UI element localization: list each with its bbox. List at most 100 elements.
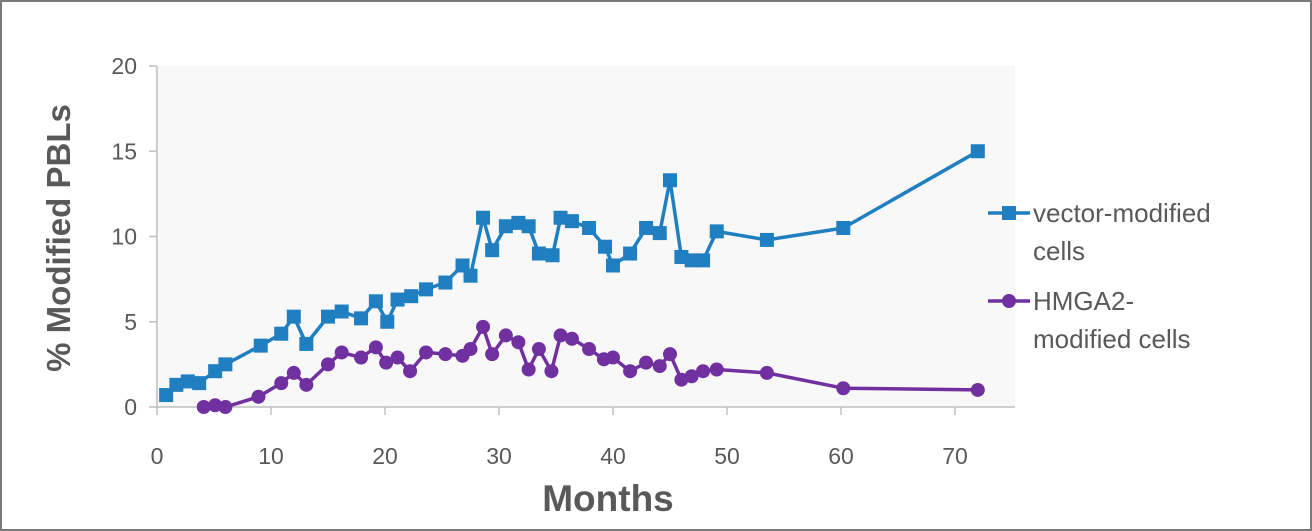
legend-entry: vector-modified cells: [988, 198, 1211, 266]
data-point: [639, 220, 654, 235]
plot-area: [155, 66, 1015, 407]
data-point: [354, 350, 369, 365]
data-point: [380, 314, 395, 329]
data-point: [251, 389, 266, 404]
y-tick-label: 10: [111, 224, 137, 250]
data-point: [663, 347, 677, 362]
data-point: [299, 377, 314, 392]
data-point: [553, 328, 568, 343]
data-point: [404, 289, 419, 304]
data-point: [970, 144, 985, 159]
data-point: [521, 362, 536, 377]
data-point: [169, 377, 184, 392]
data-point: [463, 268, 478, 283]
data-point: [582, 220, 597, 235]
y-axis-ticks: 0 5 10 15 20: [111, 53, 157, 420]
data-point: [606, 258, 620, 273]
data-point: [553, 210, 568, 225]
x-tick-label: 0: [151, 443, 164, 469]
x-axis-ticks: 0 10 20 30 40 50 60 70: [151, 407, 968, 469]
legend-marker: [1002, 206, 1016, 220]
data-point: [253, 338, 268, 353]
data-point: [180, 374, 195, 389]
data-point: [531, 246, 546, 261]
data-point: [498, 328, 513, 343]
data-point: [663, 173, 677, 188]
data-point: [598, 239, 613, 254]
data-point: [759, 365, 774, 380]
legend-entry: HMGA2- modified cells: [988, 286, 1191, 354]
legend-marker: [1002, 294, 1016, 308]
data-point: [192, 376, 207, 391]
data-point: [564, 331, 579, 346]
data-point: [759, 232, 774, 247]
data-point: [218, 400, 233, 414]
data-point: [511, 335, 526, 350]
data-point: [709, 362, 724, 377]
data-point: [652, 226, 667, 241]
data-point: [419, 282, 434, 297]
data-point: [286, 309, 301, 324]
data-point: [476, 319, 491, 334]
data-point: [438, 347, 453, 362]
x-tick-label: 30: [486, 443, 512, 469]
legend-label-line: cells: [1033, 236, 1085, 266]
data-point: [696, 364, 711, 379]
data-point: [438, 275, 453, 290]
data-point: [623, 246, 638, 261]
series-hmga2-modified: [196, 319, 985, 414]
x-tick-label: 40: [600, 443, 626, 469]
data-point: [623, 364, 638, 379]
data-point: [390, 350, 405, 365]
y-tick-label: 20: [111, 53, 137, 79]
data-point: [639, 355, 654, 370]
data-point: [403, 364, 418, 379]
data-point: [368, 340, 383, 355]
x-tick-label: 20: [372, 443, 398, 469]
data-point: [379, 355, 394, 370]
data-point: [498, 219, 513, 234]
data-point: [485, 243, 500, 258]
data-point: [196, 400, 211, 414]
data-point: [684, 253, 699, 268]
data-point: [274, 326, 289, 341]
data-point: [545, 248, 560, 263]
data-point: [334, 304, 349, 319]
legend-label-line: vector-modified: [1033, 198, 1211, 228]
legend-label-line: modified cells: [1033, 324, 1191, 354]
data-point: [531, 342, 546, 357]
data-point: [485, 347, 500, 362]
y-axis-title: % Modified PBLs: [40, 104, 77, 372]
data-point: [836, 381, 851, 396]
data-point: [274, 376, 289, 391]
data-point: [652, 359, 667, 374]
data-point: [521, 219, 536, 234]
data-point: [218, 357, 233, 372]
data-point: [368, 294, 383, 309]
y-tick-label: 0: [124, 394, 137, 420]
data-point: [684, 369, 699, 384]
data-point: [354, 311, 369, 326]
legend-label-line: HMGA2-: [1033, 286, 1134, 316]
data-point: [299, 336, 314, 351]
x-tick-label: 60: [828, 443, 854, 469]
data-point: [286, 365, 301, 380]
data-point: [390, 292, 405, 307]
legend-label: HMGA2- modified cells: [1033, 286, 1191, 354]
data-point: [606, 350, 620, 365]
y-tick-label: 5: [124, 309, 137, 335]
data-point: [564, 214, 579, 229]
y-tick-label: 15: [111, 138, 137, 164]
data-point: [321, 309, 335, 324]
data-point: [419, 345, 434, 360]
data-point: [970, 382, 985, 397]
data-point: [582, 342, 597, 357]
data-point: [696, 253, 711, 268]
data-point: [836, 220, 851, 235]
legend: vector-modified cells HMGA2- modified cells: [988, 198, 1211, 354]
series-layer: [159, 144, 985, 414]
data-point: [321, 357, 335, 372]
x-tick-label: 10: [258, 443, 284, 469]
data-point: [334, 345, 349, 360]
